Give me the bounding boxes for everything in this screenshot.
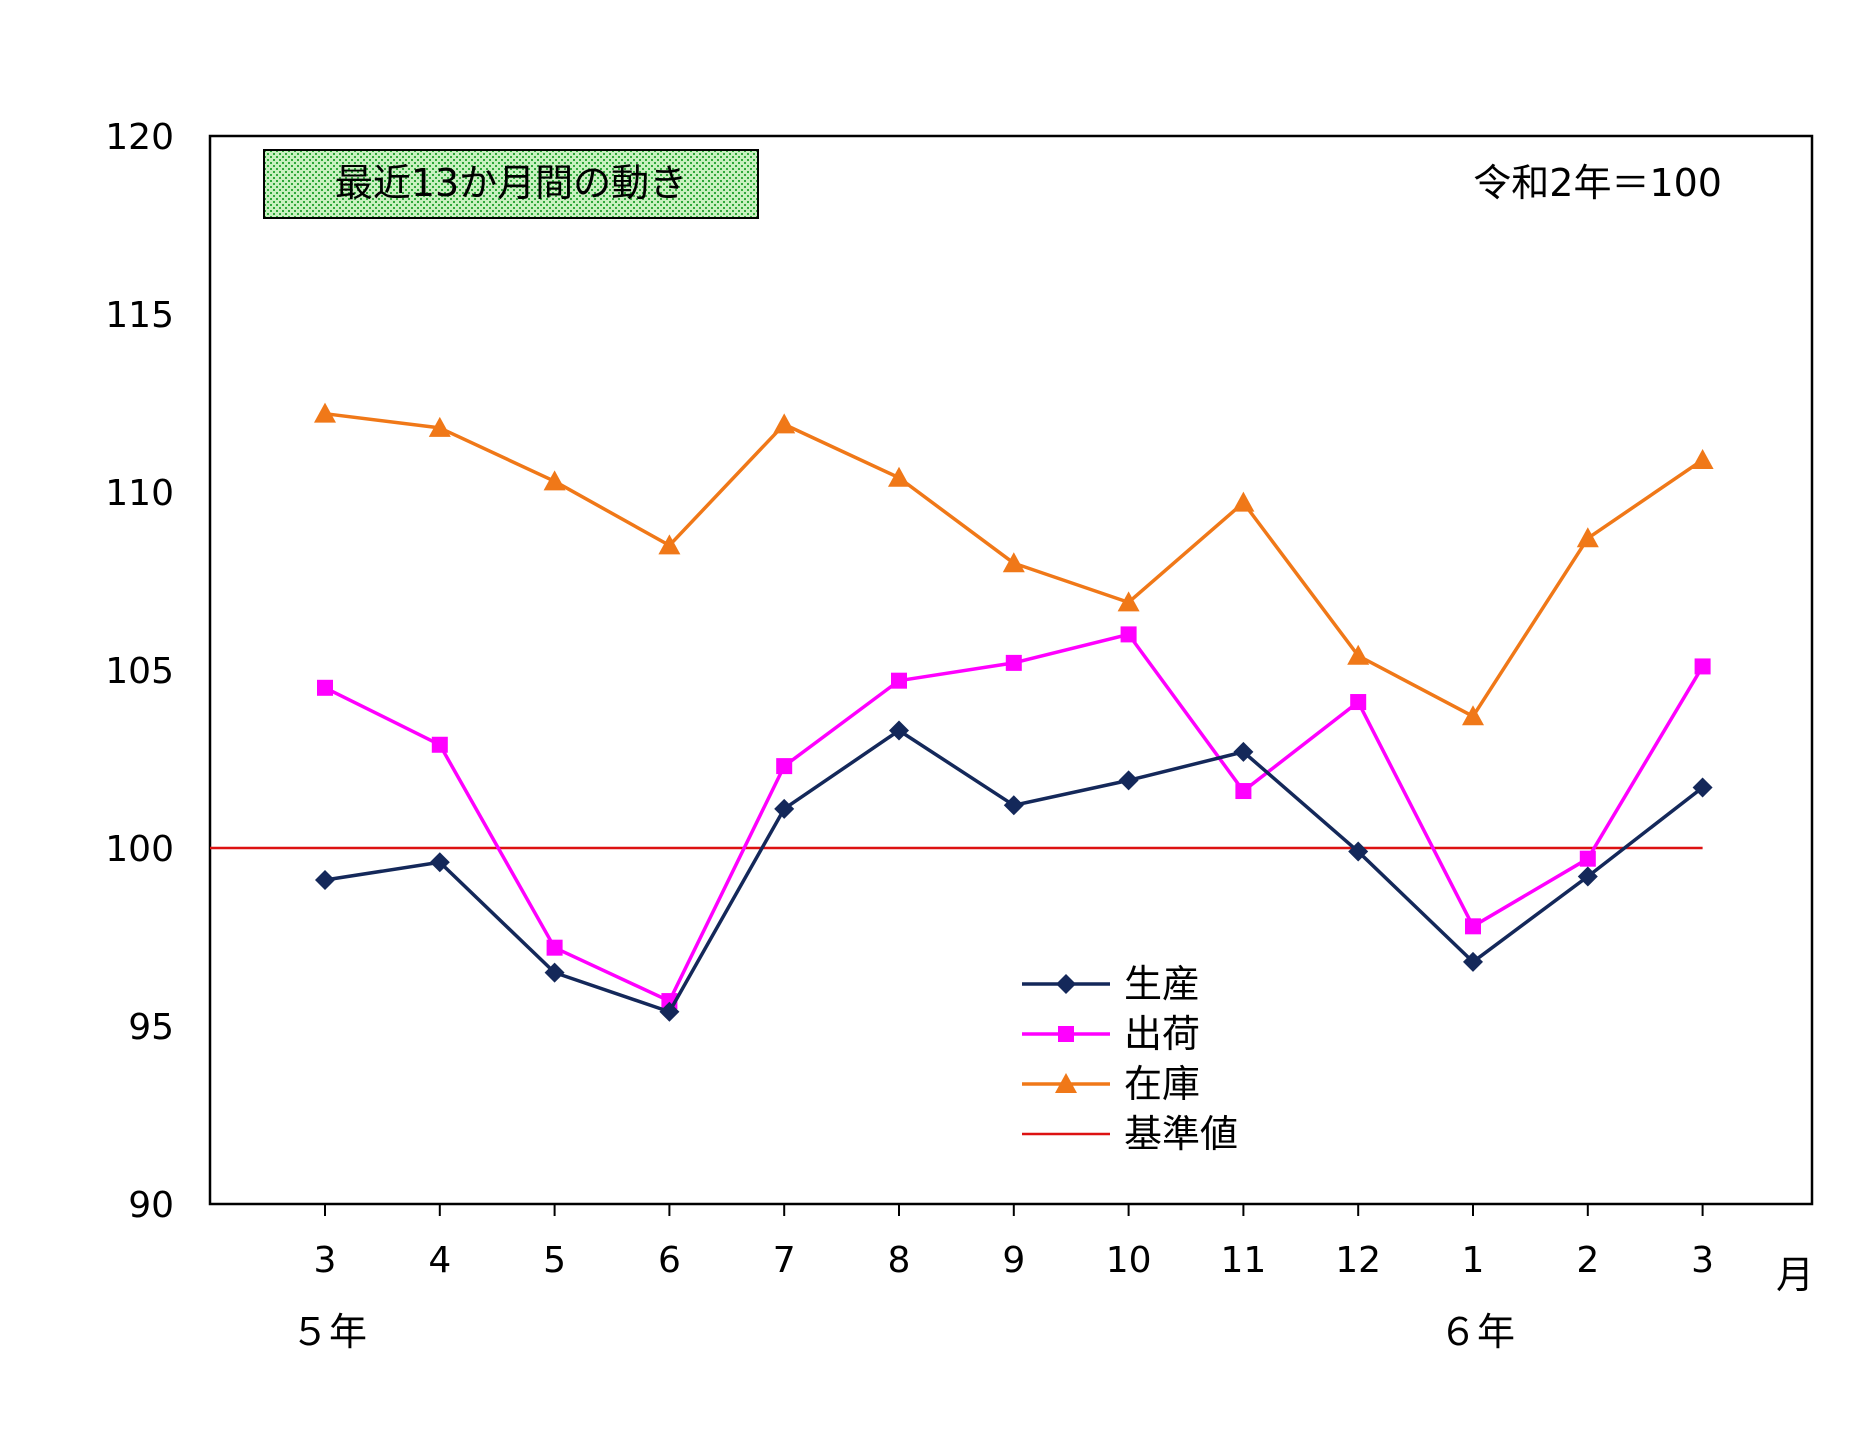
y-tick-label: 90 — [128, 1185, 174, 1226]
data-point — [1233, 741, 1254, 762]
legend-item-inventory: 在庫 — [1022, 1062, 1200, 1106]
data-point — [1462, 705, 1484, 726]
y-tick-label: 105 — [105, 651, 174, 692]
legend-item-reference: 基準値 — [1022, 1112, 1238, 1156]
data-point — [543, 470, 566, 491]
data-point — [1003, 795, 1024, 816]
year-label: ５年 — [291, 1310, 367, 1354]
x-tick-label: 4 — [428, 1240, 451, 1281]
legend-label: 生産 — [1124, 962, 1200, 1006]
x-tick-label: 5 — [543, 1240, 566, 1281]
y-axis: 90 95 100 105 110 115 120 — [105, 117, 174, 1226]
y-tick-label: 115 — [105, 295, 174, 336]
chart-title: 最近13か月間の動き — [335, 161, 687, 205]
legend-label: 在庫 — [1124, 1062, 1200, 1106]
data-point — [1579, 850, 1596, 867]
data-point — [891, 672, 907, 689]
year-label: ６年 — [1439, 1310, 1515, 1354]
y-tick-label: 100 — [105, 829, 174, 870]
data-point — [1692, 777, 1713, 798]
x-tick-label: 12 — [1335, 1240, 1381, 1281]
x-tick-label: 8 — [888, 1240, 911, 1281]
data-point — [1350, 694, 1367, 711]
data-point — [1465, 918, 1481, 935]
data-point — [659, 1001, 680, 1022]
x-tick-label: 7 — [773, 1240, 796, 1281]
data-point — [544, 962, 565, 983]
data-point — [1120, 626, 1137, 643]
x-tick-label: 2 — [1576, 1240, 1599, 1281]
legend-marker — [1058, 1026, 1074, 1042]
series-shipment — [317, 626, 1711, 1010]
x-tick-label: 10 — [1106, 1240, 1152, 1281]
legend-label: 出荷 — [1124, 1012, 1200, 1056]
x-tick-label: 11 — [1220, 1240, 1266, 1281]
data-point — [1118, 770, 1139, 791]
data-point — [776, 758, 793, 775]
data-point — [774, 798, 795, 819]
data-point — [1005, 654, 1022, 671]
legend-marker — [1056, 974, 1076, 994]
data-point — [1117, 591, 1140, 612]
data-point — [431, 736, 448, 753]
data-point — [1232, 491, 1255, 512]
data-point — [773, 413, 796, 434]
x-tick-label: 1 — [1462, 1240, 1485, 1281]
data-point — [889, 720, 909, 741]
x-axis: 3 4 5 6 7 8 9 10 11 12 1 2 3 月５年 ６年 — [291, 1204, 1814, 1354]
data-point — [314, 402, 336, 423]
series-inventory — [314, 402, 1714, 726]
x-unit-label: 月 — [1776, 1253, 1814, 1297]
legend-marker — [1055, 1073, 1077, 1093]
y-tick-label: 120 — [105, 117, 174, 158]
title-box: 最近13か月間の動き — [263, 149, 759, 219]
data-point — [315, 870, 335, 891]
data-point — [429, 852, 450, 873]
data-point — [1577, 866, 1598, 887]
series-production — [315, 720, 1713, 1022]
legend-item-production: 生産 — [1022, 962, 1200, 1006]
data-point — [1348, 841, 1369, 862]
data-point — [317, 679, 333, 696]
data-point — [1463, 951, 1483, 972]
data-point — [428, 416, 451, 437]
x-tick-label: 9 — [1002, 1240, 1025, 1281]
legend-label: 基準値 — [1124, 1112, 1238, 1156]
data-point — [1576, 527, 1599, 548]
base-note: 令和2年＝100 — [1473, 161, 1722, 205]
data-point — [1691, 448, 1714, 469]
data-point — [888, 466, 910, 487]
x-tick-label: 3 — [314, 1240, 337, 1281]
y-tick-label: 95 — [128, 1007, 174, 1048]
legend-item-shipment: 出荷 — [1022, 1012, 1200, 1056]
series-layer — [314, 402, 1714, 1022]
data-point — [1235, 783, 1252, 800]
data-point — [1694, 658, 1711, 675]
data-point — [1347, 644, 1370, 665]
x-tick-label: 6 — [658, 1240, 681, 1281]
y-tick-label: 110 — [105, 473, 174, 514]
data-point — [546, 939, 563, 956]
data-point — [658, 534, 681, 555]
data-point — [1002, 552, 1025, 573]
x-tick-label: 3 — [1691, 1240, 1714, 1281]
